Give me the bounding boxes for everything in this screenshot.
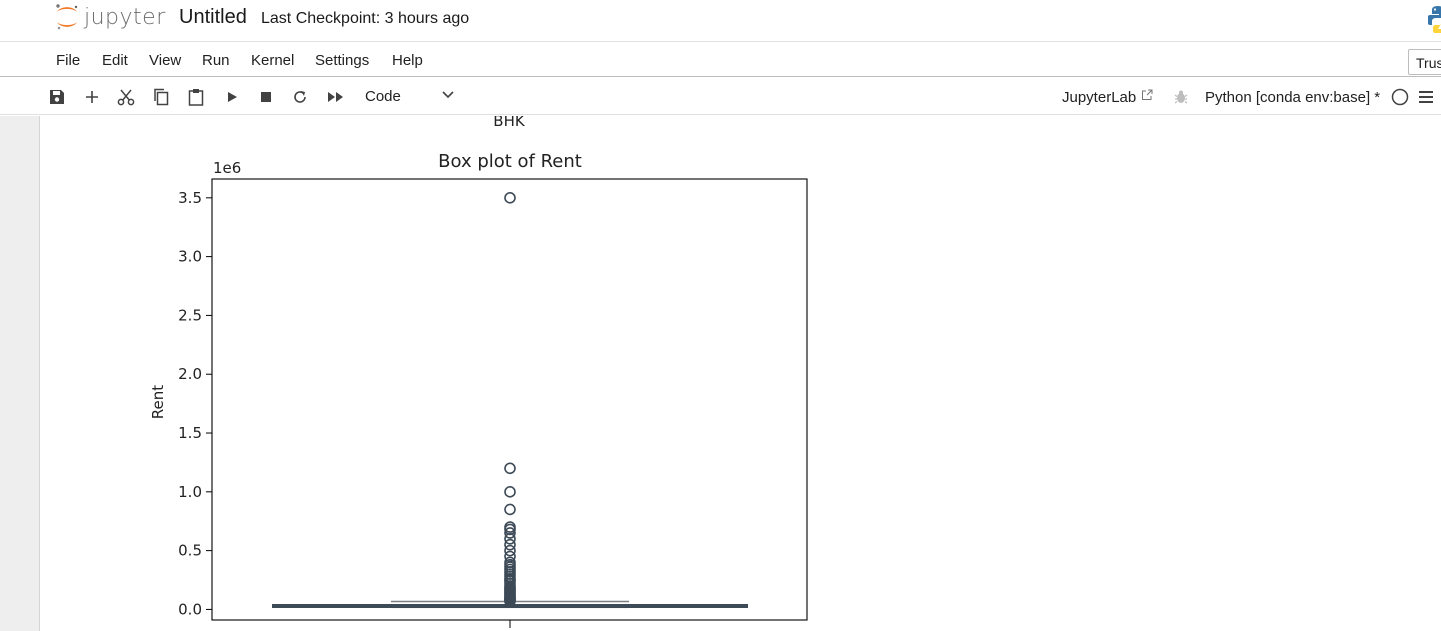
cut-icon[interactable]: [116, 87, 136, 107]
y-tick-label: 3.5: [178, 189, 202, 207]
outlier-point: [504, 503, 516, 516]
y-tick-label: 0.5: [178, 542, 202, 560]
jupyter-logo-text: jupyter: [84, 4, 166, 30]
cell-type-value: Code: [365, 88, 401, 105]
kernel-name-button[interactable]: Python [conda env:base] *: [1205, 89, 1381, 106]
chart-title: Box plot of Rent: [438, 151, 582, 172]
menu-run[interactable]: Run: [202, 52, 230, 69]
trusted-indicator-button[interactable]: Trus: [1408, 49, 1441, 75]
jupyterlab-label: JupyterLab: [1062, 89, 1137, 106]
top-header: jupyter Untitled Last Checkpoint: 3 hour…: [0, 0, 1441, 42]
outlier-point: [504, 544, 516, 557]
menu-view[interactable]: View: [149, 52, 182, 69]
restart-icon[interactable]: [290, 87, 310, 107]
chevron-down-icon: [442, 91, 454, 99]
outlier-point: [504, 527, 516, 539]
plot-frame: [211, 178, 808, 621]
copy-icon[interactable]: [151, 87, 171, 107]
notebook-toolbar: Code JupyterLab Python [conda env:base] …: [0, 78, 1441, 115]
cell-output-area: BHK Box plot of Rent 1e6 Rent 0.0 0.5 1.0 1…: [41, 116, 1441, 631]
menu-help[interactable]: Help: [392, 52, 423, 69]
menu-hamburger-icon[interactable]: [1416, 87, 1436, 107]
outlier-point: [504, 486, 516, 498]
debugger-bug-icon[interactable]: [1171, 87, 1191, 107]
y-tick-label: 1.0: [178, 483, 202, 501]
outlier-point: [504, 595, 516, 607]
kernel-status-idle-icon: [1390, 87, 1410, 107]
add-cell-icon[interactable]: [82, 87, 102, 107]
box-plot-figure: BHK Box plot of Rent 1e6 Rent 0.0 0.5 1.0 1…: [149, 116, 808, 628]
stop-icon[interactable]: [256, 87, 276, 107]
y-axis-scale-label: 1e6: [213, 159, 241, 177]
outlier-point: [504, 192, 516, 204]
jupyter-logo-icon: [56, 4, 78, 30]
y-axis-label: Rent: [149, 385, 167, 419]
outlier-point: [504, 533, 516, 545]
jupyter-logo[interactable]: jupyter: [54, 3, 166, 31]
y-tick-label: 0.0: [178, 600, 202, 618]
y-tick-label: 1.5: [178, 424, 202, 442]
open-jupyterlab-link[interactable]: JupyterLab: [1062, 89, 1153, 106]
outlier-point: [504, 538, 516, 551]
y-tick-label: 2.5: [178, 306, 202, 324]
y-tick-label: 2.0: [178, 365, 202, 383]
menu-edit[interactable]: Edit: [102, 52, 128, 69]
cell-type-select[interactable]: Code: [356, 84, 460, 109]
paste-icon[interactable]: [186, 87, 206, 107]
notebook-title[interactable]: Untitled: [179, 6, 247, 28]
menu-kernel[interactable]: Kernel: [251, 52, 295, 69]
python-logo-icon: [1427, 5, 1441, 38]
run-all-icon[interactable]: [326, 87, 346, 107]
checkpoint-status: Last Checkpoint: 3 hours ago: [261, 10, 470, 27]
menu-bar: File Edit View Run Kernel Settings Help: [0, 43, 1441, 77]
y-axis-ticks: 0.0 0.5 1.0 1.5 2.0 2.5 3.0 3.5: [178, 189, 212, 618]
outlier-point: [504, 462, 516, 475]
menu-settings[interactable]: Settings: [315, 52, 370, 69]
external-link-icon: [1142, 89, 1153, 100]
cell-gutter: [0, 116, 40, 631]
run-icon[interactable]: [222, 87, 242, 107]
menu-file[interactable]: File: [56, 52, 81, 69]
y-tick-label: 3.0: [178, 248, 202, 266]
save-icon[interactable]: [47, 87, 67, 107]
previous-plot-xlabel: BHK: [493, 116, 526, 130]
box-plot-marks: [272, 192, 748, 609]
